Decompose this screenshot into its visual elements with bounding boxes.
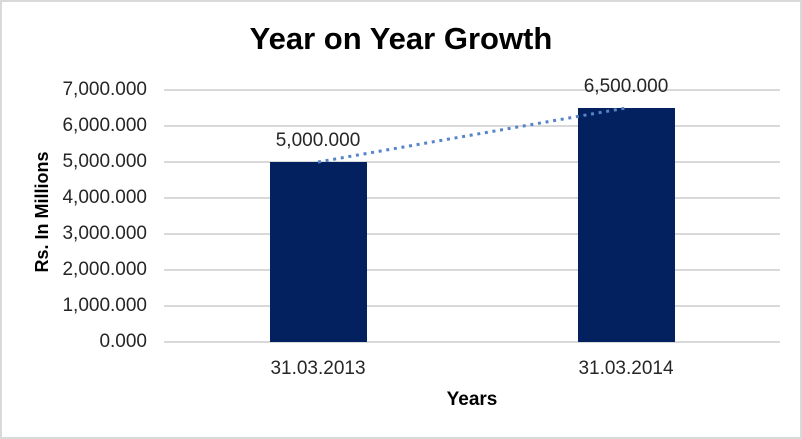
gridline bbox=[164, 341, 780, 343]
data-label: 5,000.000 bbox=[275, 130, 361, 151]
y-tick-label: 6,000.000 bbox=[62, 115, 147, 136]
gridline bbox=[164, 161, 780, 163]
y-tick-label: 1,000.000 bbox=[62, 295, 147, 316]
bar-31.03.2014 bbox=[577, 108, 675, 342]
gridline bbox=[164, 125, 780, 127]
bar-31.03.2013 bbox=[269, 162, 367, 342]
gridline bbox=[164, 197, 780, 199]
gridline bbox=[164, 305, 780, 307]
y-tick-label: 4,000.000 bbox=[62, 187, 147, 208]
chart-title: Year on Year Growth bbox=[249, 21, 553, 56]
y-tick-label: 0.000 bbox=[99, 331, 147, 352]
data-label: 6,500.000 bbox=[583, 76, 669, 97]
category-label: 31.03.2013 bbox=[270, 358, 366, 379]
y-tick-label: 7,000.000 bbox=[62, 79, 147, 100]
gridline bbox=[164, 89, 780, 91]
gridline bbox=[164, 233, 780, 235]
x-axis-title: Years bbox=[446, 389, 498, 410]
y-tick-label: 2,000.000 bbox=[62, 259, 147, 280]
y-tick-label: 3,000.000 bbox=[62, 223, 147, 244]
gridline bbox=[164, 269, 780, 271]
y-tick-label: 5,000.000 bbox=[62, 151, 147, 172]
category-label: 31.03.2014 bbox=[578, 358, 674, 379]
